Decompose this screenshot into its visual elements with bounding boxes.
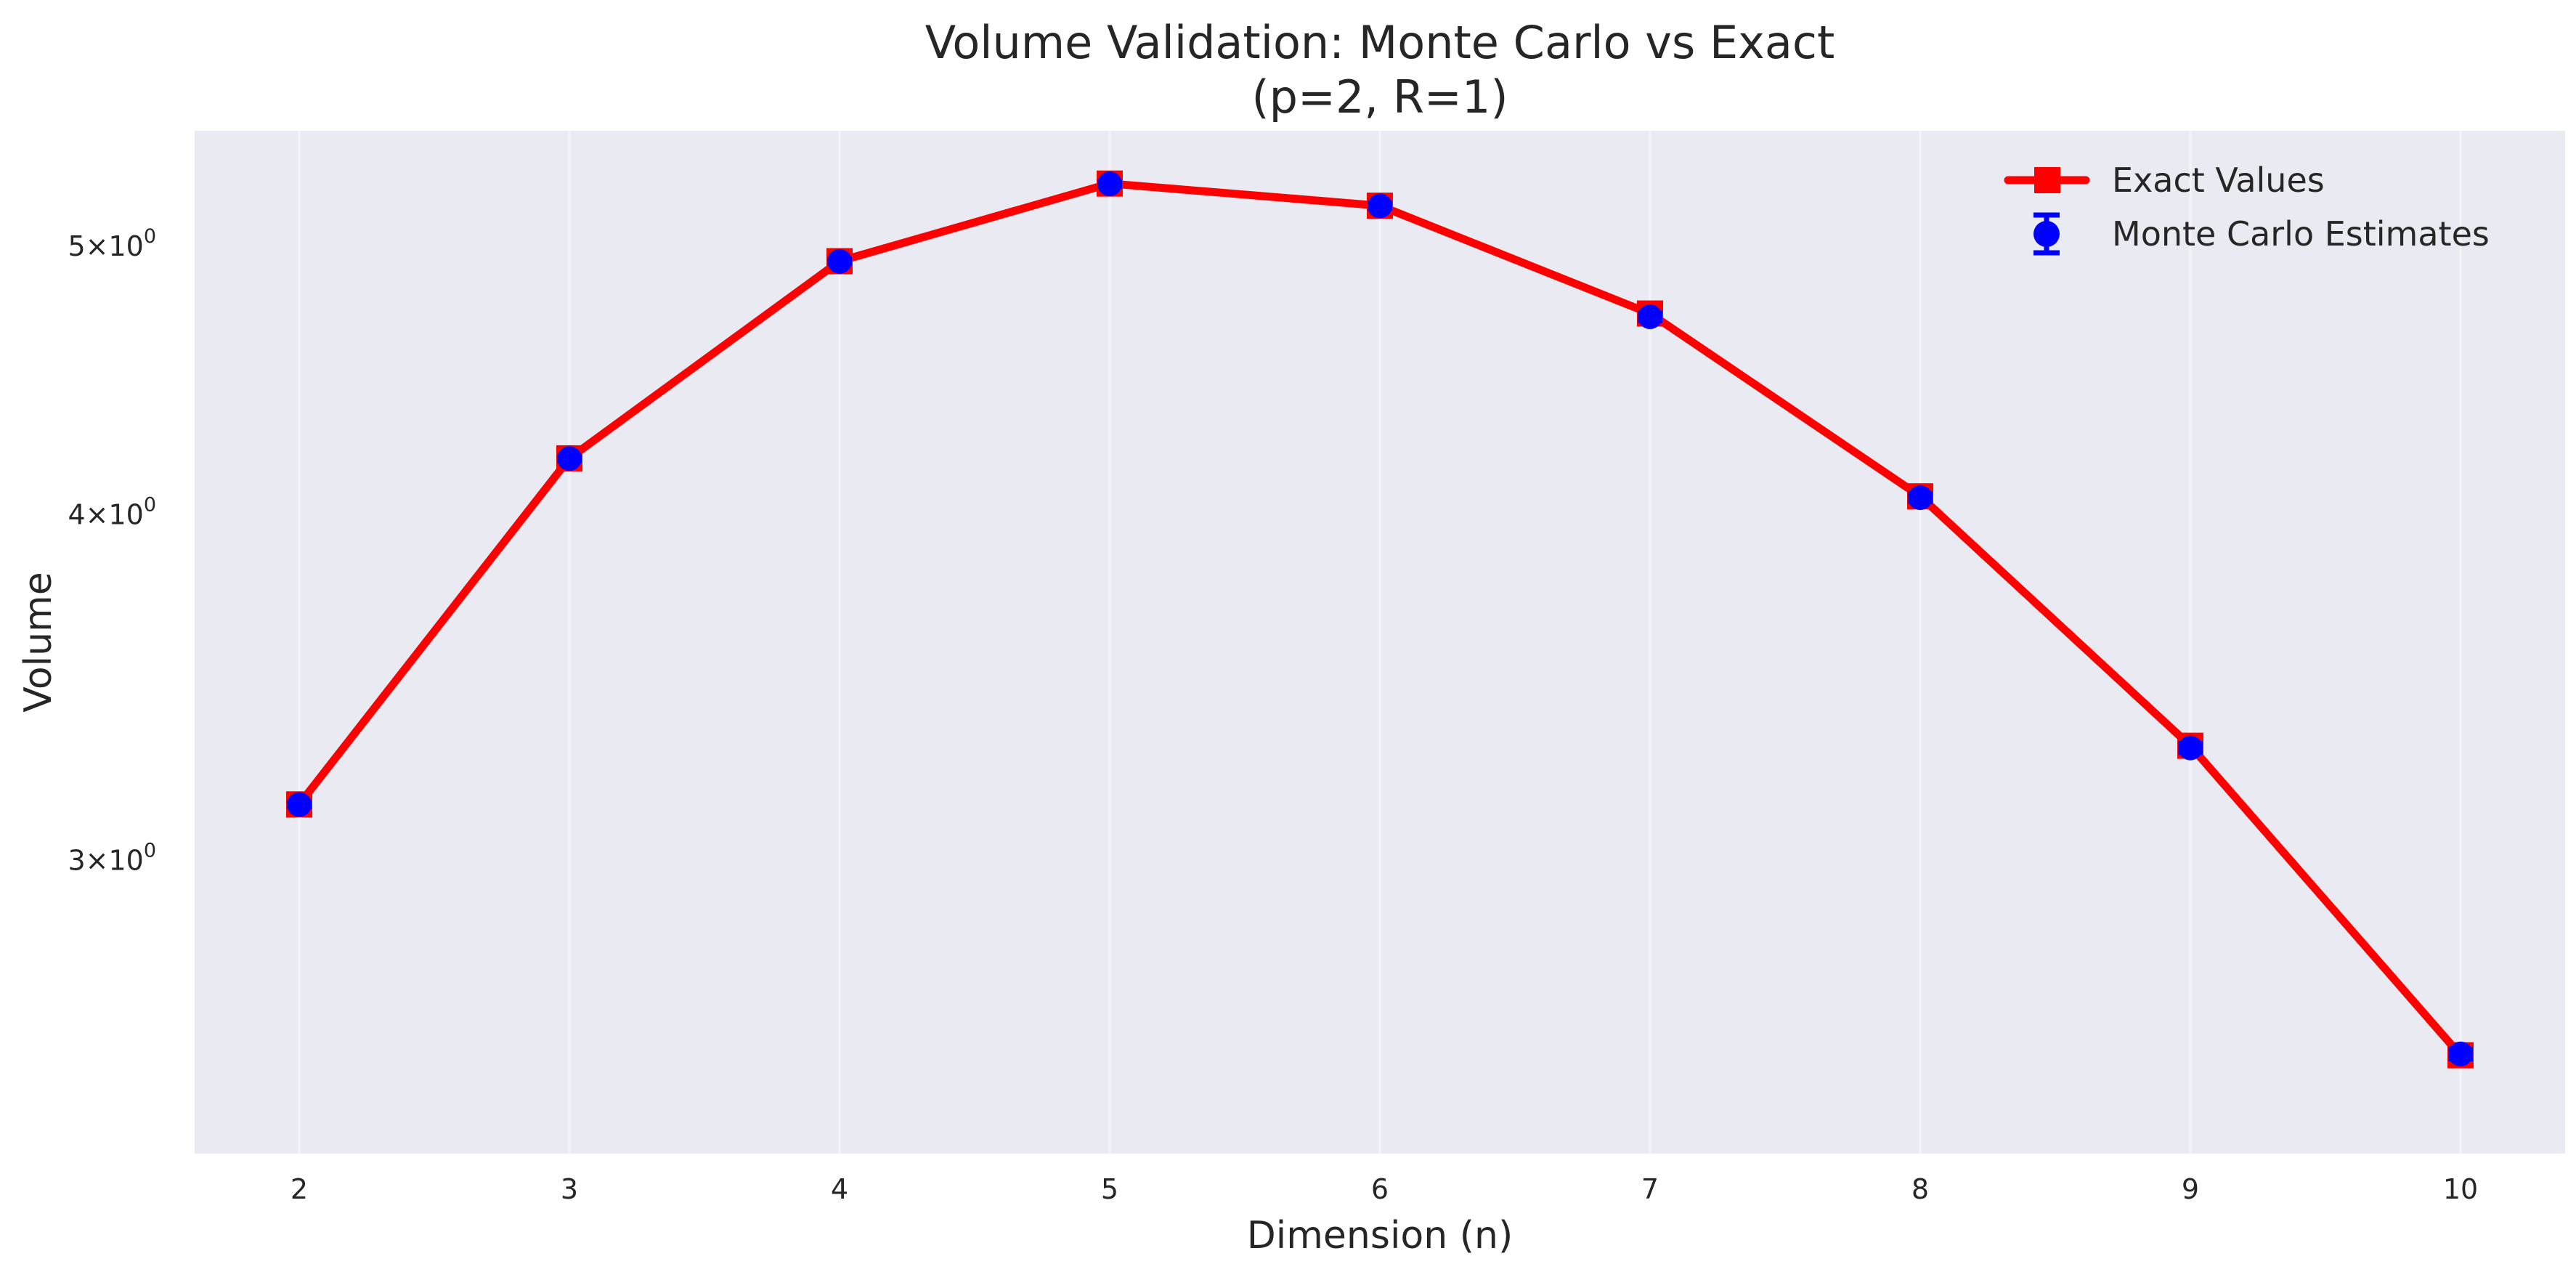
chart-subtitle: (p=2, R=1) bbox=[1251, 70, 1508, 123]
legend: Exact Values Monte Carlo Estimates bbox=[2004, 161, 2490, 256]
legend-label-mc: Monte Carlo Estimates bbox=[2112, 214, 2490, 254]
x-tick-label: 6 bbox=[1371, 1173, 1389, 1205]
legend-marker-exact bbox=[2034, 167, 2060, 193]
mc-estimate-marker bbox=[2448, 1041, 2473, 1066]
x-axis-label: Dimension (n) bbox=[1247, 1214, 1513, 1257]
mc-estimate-marker bbox=[557, 446, 582, 471]
ticks: 2 3 4 5 6 7 8 9 10 3×100 4×100 5×100 bbox=[68, 225, 2478, 1205]
x-tick-label: 4 bbox=[831, 1173, 848, 1205]
mc-estimate-marker bbox=[2178, 735, 2203, 761]
mc-estimate-marker bbox=[827, 248, 852, 274]
x-tick-label: 3 bbox=[561, 1173, 578, 1205]
y-tick-label: 4×100 bbox=[68, 493, 156, 530]
x-tick-label: 9 bbox=[2182, 1173, 2199, 1205]
x-tick-label: 2 bbox=[290, 1173, 308, 1205]
mc-estimate-marker bbox=[1097, 171, 1122, 197]
mc-estimate-marker bbox=[1908, 485, 1933, 511]
series-layer bbox=[286, 170, 2474, 1069]
chart-title: Volume Validation: Monte Carlo vs Exact bbox=[925, 16, 1835, 69]
grid bbox=[298, 131, 2462, 1154]
legend-label-exact: Exact Values bbox=[2112, 161, 2325, 200]
y-tick-label: 5×100 bbox=[68, 225, 156, 262]
x-tick-label: 10 bbox=[2443, 1173, 2478, 1205]
x-tick-label: 7 bbox=[1641, 1173, 1659, 1205]
mc-estimate-marker bbox=[1638, 304, 1662, 330]
x-tick-label: 5 bbox=[1101, 1173, 1118, 1205]
mc-estimate-marker bbox=[1368, 193, 1392, 219]
y-axis-label: Volume bbox=[17, 572, 60, 712]
legend-marker-mc bbox=[2033, 221, 2060, 247]
y-tick-label: 3×100 bbox=[68, 840, 156, 877]
mc-estimate-marker bbox=[287, 792, 312, 817]
x-tick-label: 8 bbox=[1911, 1173, 1929, 1205]
